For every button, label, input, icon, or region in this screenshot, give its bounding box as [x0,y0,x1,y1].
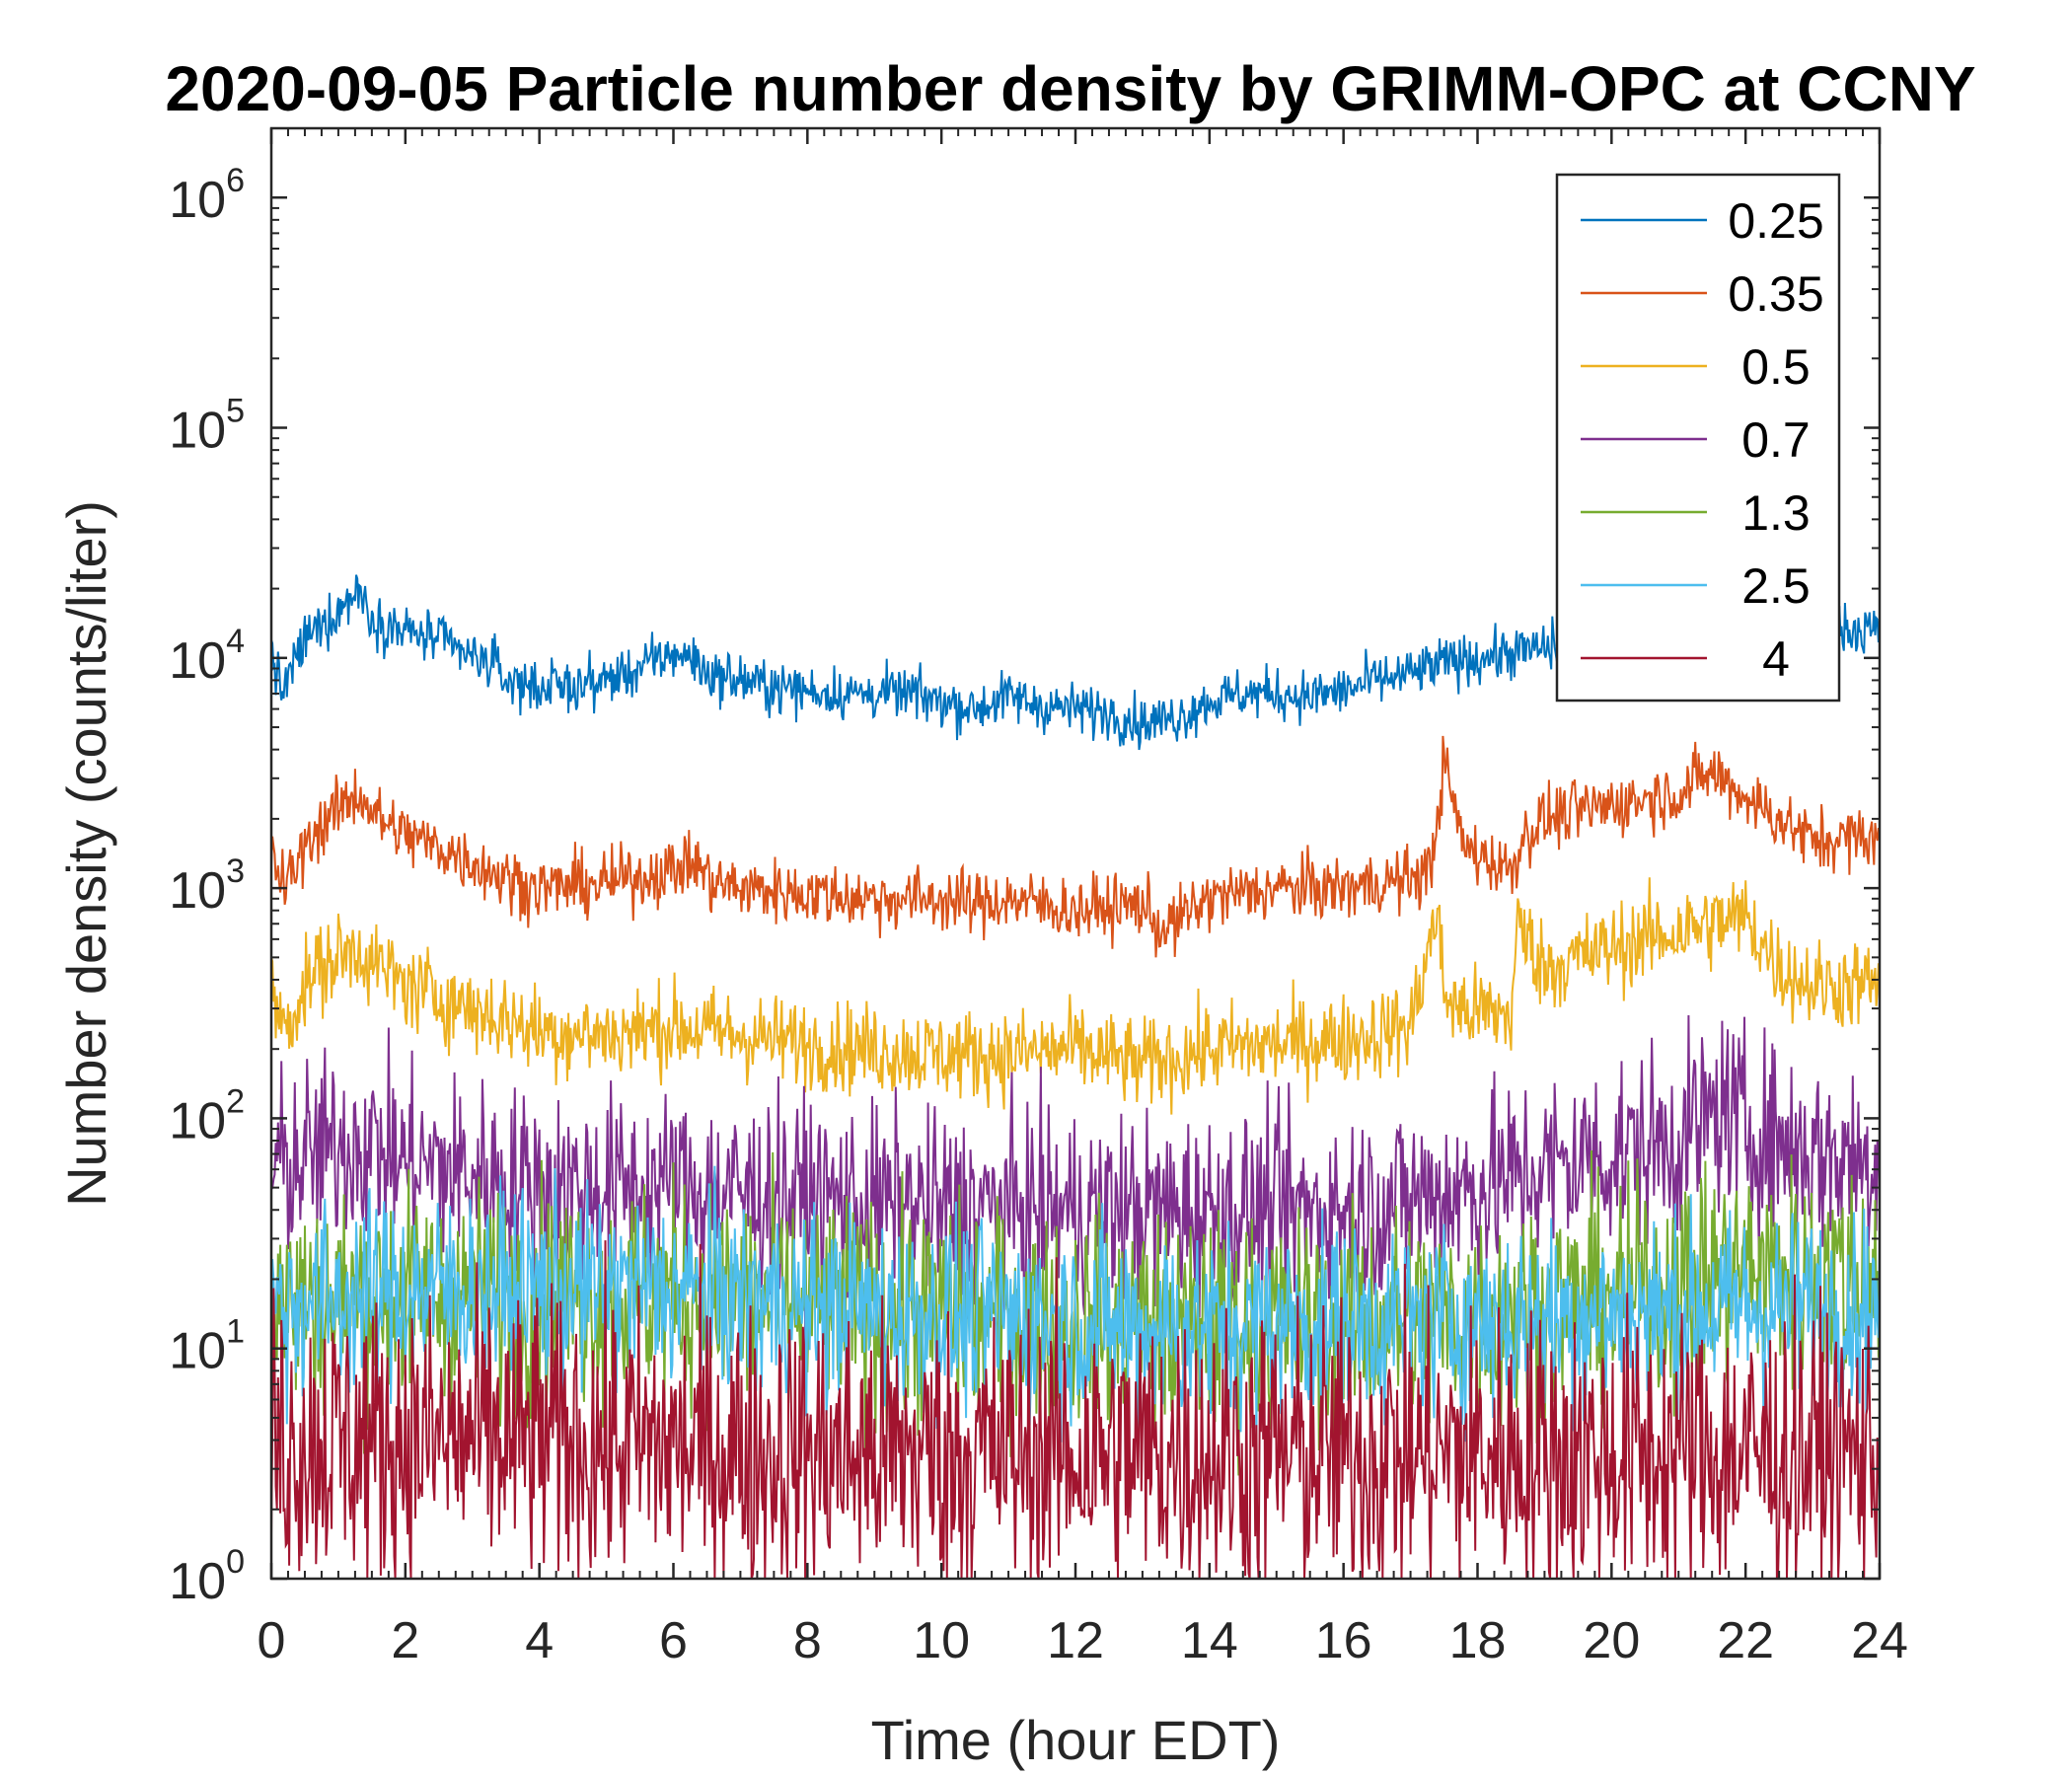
chart-title: 2020-09-05 Particle number density by GR… [165,53,1975,124]
y-tick-base: 10 [169,862,226,920]
legend-label-0: 0.25 [1728,193,1823,249]
legend-label-5: 2.5 [1741,558,1811,614]
series-line-1 [270,735,1881,958]
x-tick-label: 2 [391,1612,419,1669]
legend-label-2: 0.5 [1741,339,1811,395]
series-line-6 [270,1240,1881,1580]
x-tick-label: 12 [1047,1612,1104,1669]
legend-label-1: 0.35 [1728,266,1823,322]
legend-label-3: 0.7 [1741,412,1811,468]
y-tick-exponent: 4 [226,623,245,660]
y-tick-base: 10 [169,1323,226,1380]
series-layer [270,574,1881,1580]
x-tick-label: 22 [1717,1612,1774,1669]
legend-box [1555,173,1841,703]
x-tick-label: 0 [258,1612,286,1669]
x-axis-label: Time (hour EDT) [871,1709,1281,1771]
legend-items: 0.25 0.35 0.5 0.7 1.3 2.5 4 [1581,193,1824,687]
y-tick-exponent: 6 [226,162,245,199]
y-tick-base: 10 [169,632,226,690]
x-tick-label: 16 [1315,1612,1372,1669]
y-axis-label: Number density (counts/liter) [55,500,117,1207]
x-tick-labels: 0 2 4 6 8 10 12 14 16 18 20 22 24 [258,1612,1908,1669]
y-tick-base: 10 [169,1092,226,1149]
series-line-5 [270,1165,1881,1443]
x-tick-label: 24 [1851,1612,1908,1669]
y-tick-exponent: 2 [226,1082,245,1120]
x-tick-label: 18 [1449,1612,1507,1669]
legend-label-4: 1.3 [1741,485,1811,541]
series-line-4 [270,1149,1881,1476]
y-tick-base: 10 [169,172,226,229]
y-tick-label: 100 [169,1543,245,1610]
x-tick-label: 10 [913,1612,970,1669]
x-tick-label: 8 [793,1612,822,1669]
x-tick-label: 20 [1583,1612,1640,1669]
tick-marks [269,127,1882,1581]
y-tick-label: 104 [169,623,245,690]
y-tick-label: 103 [169,852,245,920]
legend-label-6: 4 [1762,631,1790,687]
x-tick-label: 14 [1181,1612,1238,1669]
y-tick-exponent: 1 [226,1313,245,1351]
y-tick-label: 102 [169,1082,245,1149]
y-tick-exponent: 3 [226,852,245,890]
y-tick-base: 10 [169,403,226,460]
x-tick-label: 6 [659,1612,688,1669]
y-tick-exponent: 5 [226,393,245,430]
y-tick-exponent: 0 [226,1543,245,1581]
series-line-2 [270,877,1881,1115]
y-tick-label: 105 [169,393,245,460]
legend: 0.25 0.35 0.5 0.7 1.3 2.5 4 [1555,173,1841,703]
y-tick-label: 106 [169,162,245,229]
x-tick-label: 4 [525,1612,554,1669]
y-tick-label: 101 [169,1313,245,1380]
y-tick-base: 10 [169,1553,226,1610]
